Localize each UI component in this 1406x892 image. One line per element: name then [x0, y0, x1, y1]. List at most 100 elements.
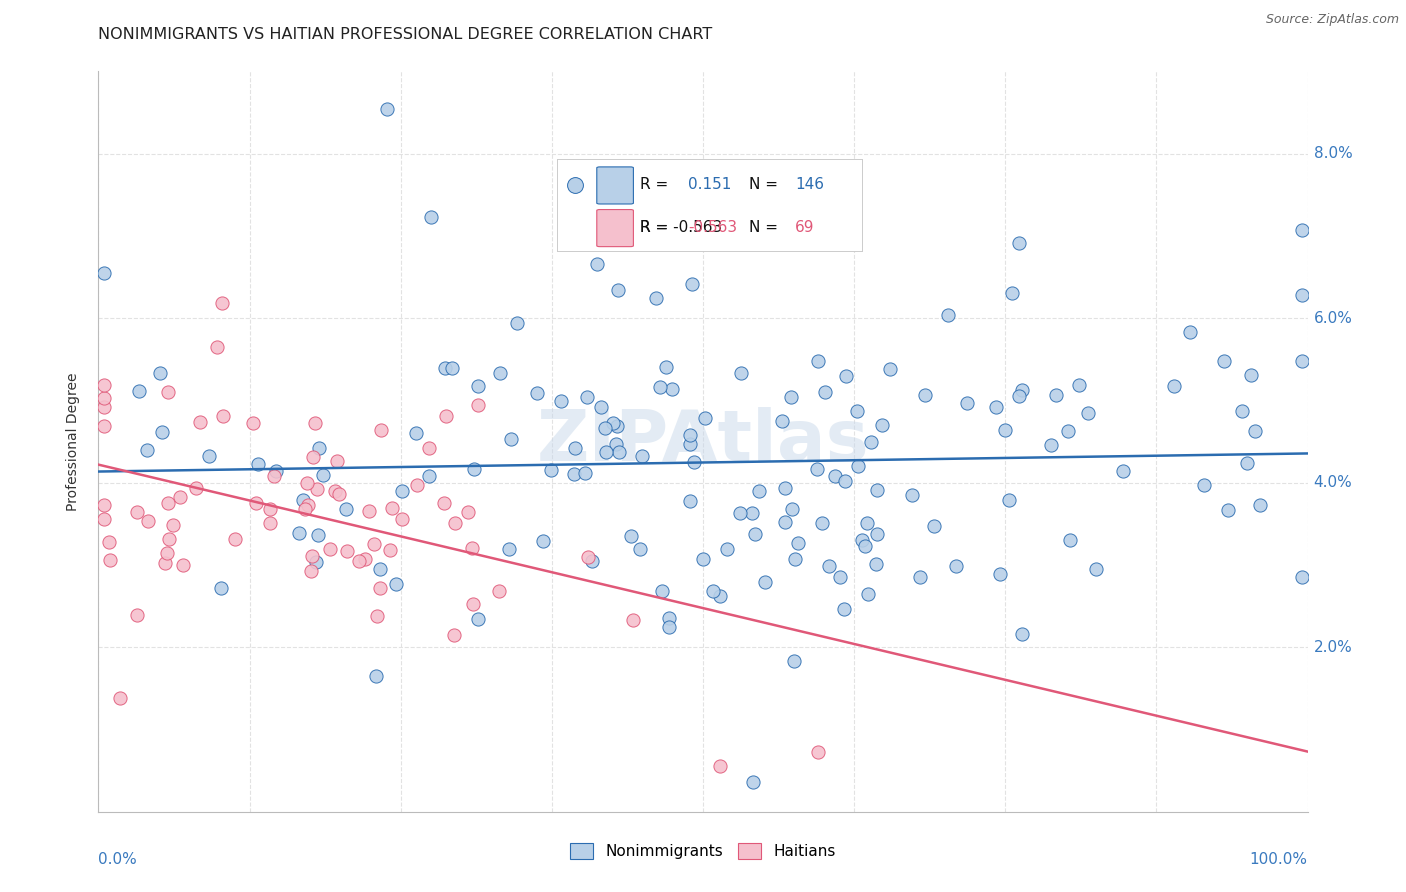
Point [606, 284, 628, 298]
Point [692, 551, 714, 566]
Point [488, 583, 510, 598]
Point [1067, 377, 1090, 392]
Point [209, 582, 232, 596]
Point [301, 450, 323, 465]
Point [156, 546, 179, 560]
Point [156, 496, 179, 510]
Point [93, 267, 115, 281]
Point [628, 541, 651, 556]
Point [651, 584, 673, 599]
Point [1045, 388, 1067, 402]
Point [702, 583, 724, 598]
Point [586, 257, 609, 271]
Point [1240, 368, 1263, 382]
Point [1001, 285, 1024, 300]
Point [212, 409, 235, 424]
Point [605, 437, 627, 451]
Point [531, 534, 554, 549]
Point [540, 463, 562, 477]
Point [526, 386, 548, 401]
Point [381, 501, 404, 516]
Point [988, 567, 1011, 582]
Point [259, 516, 281, 531]
Point [834, 602, 856, 616]
Point [301, 549, 323, 563]
Point [488, 366, 510, 380]
Point [457, 505, 479, 519]
Point [870, 418, 893, 433]
Point [335, 501, 357, 516]
Point [385, 577, 408, 591]
Point [1059, 533, 1081, 548]
Point [93, 418, 115, 433]
Point [787, 535, 810, 549]
Point [581, 554, 603, 568]
Text: NONIMMIGRANTS VS HAITIAN PROFESSIONAL DEGREE CORRELATION CHART: NONIMMIGRANTS VS HAITIAN PROFESSIONAL DE… [98, 27, 713, 42]
Point [441, 360, 464, 375]
Point [93, 392, 115, 406]
Point [1011, 626, 1033, 640]
Point [661, 382, 683, 396]
Point [378, 542, 401, 557]
Point [501, 432, 523, 446]
Point [595, 445, 617, 459]
Point [650, 380, 672, 394]
Point [716, 542, 738, 557]
Point [150, 425, 173, 440]
Point [856, 516, 879, 530]
Point [308, 527, 330, 541]
Point [908, 570, 931, 584]
Point [994, 423, 1017, 437]
Point [363, 537, 385, 551]
Text: R = -0.563: R = -0.563 [640, 219, 721, 235]
Point [467, 398, 489, 412]
Point [245, 496, 267, 510]
Point [304, 416, 326, 430]
Point [866, 483, 889, 497]
Point [834, 474, 856, 488]
Text: 2.0%: 2.0% [1313, 640, 1353, 655]
Point [730, 366, 752, 380]
Point [299, 564, 322, 578]
Point [1244, 424, 1267, 438]
Text: R =: R = [640, 219, 668, 235]
Point [602, 416, 624, 430]
Point [709, 589, 731, 603]
Point [444, 516, 467, 530]
Text: 0.151: 0.151 [689, 177, 731, 192]
Point [97, 535, 120, 549]
Point [319, 541, 342, 556]
Point [773, 481, 796, 495]
Point [312, 468, 335, 483]
Point [773, 516, 796, 530]
Text: 146: 146 [796, 177, 824, 192]
Point [655, 360, 678, 375]
Point [853, 539, 876, 553]
Point [467, 379, 489, 393]
Point [856, 587, 879, 601]
Point [744, 527, 766, 541]
Point [779, 390, 801, 404]
Point [631, 449, 654, 463]
Point [127, 505, 149, 519]
Point [443, 628, 465, 642]
Point [406, 478, 429, 492]
Point [806, 462, 828, 476]
Point [846, 458, 869, 473]
Point [93, 400, 115, 414]
Point [467, 612, 489, 626]
Point [818, 559, 841, 574]
Point [359, 504, 381, 518]
Point [136, 443, 159, 458]
Point [574, 467, 596, 481]
Point [127, 607, 149, 622]
Point [589, 400, 612, 414]
Point [1291, 223, 1313, 237]
Point [263, 469, 285, 483]
Point [709, 758, 731, 772]
Point [679, 428, 702, 442]
Point [224, 532, 246, 546]
Point [184, 481, 207, 495]
Point [461, 541, 484, 555]
Point [419, 210, 441, 224]
